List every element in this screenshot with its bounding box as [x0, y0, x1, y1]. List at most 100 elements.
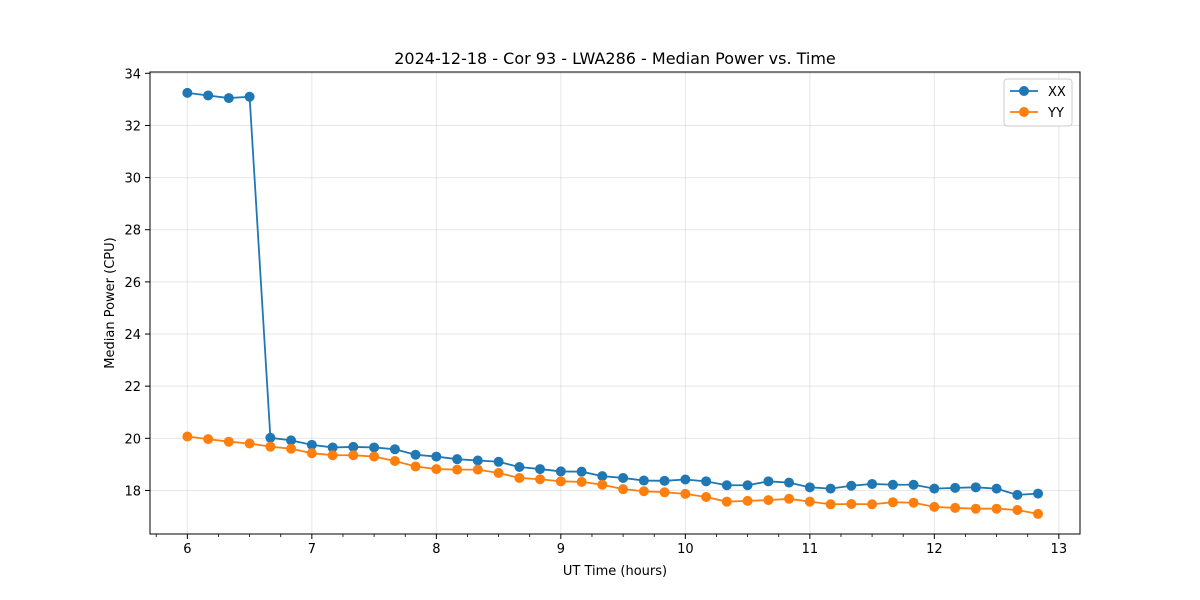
x-tick-label: 13	[1051, 542, 1068, 557]
series-xx-point	[576, 466, 587, 477]
series-yy-point	[784, 493, 795, 504]
series-yy-point	[1033, 508, 1044, 519]
series-yy-point	[970, 503, 981, 514]
x-tick-label: 6	[183, 542, 191, 557]
series-yy-point	[389, 455, 400, 466]
series-xx-point	[908, 479, 919, 490]
series-yy-point	[950, 502, 961, 513]
series-yy-point	[659, 487, 670, 498]
series-yy-point	[223, 436, 234, 447]
series-xx-point	[825, 483, 836, 494]
y-tick-label: 26	[124, 276, 141, 291]
series-xx-point	[618, 472, 629, 483]
series-yy-point	[908, 497, 919, 508]
x-axis-label: UT Time (hours)	[563, 564, 667, 579]
series-yy-point	[265, 441, 276, 452]
series-yy-point	[369, 451, 380, 462]
chart-title: 2024-12-18 - Cor 93 - LWA286 - Median Po…	[394, 49, 836, 68]
series-xx-point	[763, 476, 774, 487]
y-axis-label: Median Power (CPU)	[103, 237, 118, 368]
legend-xx-marker	[1019, 86, 1029, 96]
series-xx-point	[410, 449, 421, 460]
series-xx-point	[223, 93, 234, 104]
series-xx-point	[472, 455, 483, 466]
y-tick-label: 20	[124, 432, 141, 447]
x-tick-label: 10	[677, 542, 694, 557]
series-xx-point	[203, 90, 214, 101]
series-xx-point	[286, 435, 297, 446]
series-xx-point	[929, 483, 940, 494]
series-yy-point	[472, 464, 483, 475]
series-xx-point	[804, 482, 815, 493]
series-yy-point	[431, 464, 442, 475]
y-tick-label: 28	[124, 224, 141, 239]
series-yy-point	[742, 495, 753, 506]
series-xx-point	[431, 451, 442, 462]
series-yy-point	[991, 503, 1002, 514]
series-yy-point	[410, 461, 421, 472]
x-tick-label: 8	[432, 542, 440, 557]
y-tick-label: 34	[124, 67, 141, 82]
series-xx-point	[784, 477, 795, 488]
series-xx-point	[306, 439, 317, 450]
series-yy-point	[721, 496, 732, 507]
series-xx-point	[887, 479, 898, 490]
series-xx-point	[535, 464, 546, 475]
series-xx-point	[659, 475, 670, 486]
series-yy-point	[846, 499, 857, 510]
series-yy-point	[514, 472, 525, 483]
legend: XX YY	[1003, 78, 1073, 127]
series-yy-point	[306, 448, 317, 459]
series-xx-point	[327, 442, 338, 453]
y-tick-label: 18	[124, 484, 141, 499]
series-yy-point	[244, 438, 255, 449]
series-xx-point	[721, 480, 732, 491]
series-yy-point	[348, 450, 359, 461]
series-yy-point	[804, 496, 815, 507]
series-xx-point	[452, 454, 463, 465]
y-tick-label: 24	[124, 328, 141, 343]
series-xx-point	[389, 444, 400, 455]
series-xx-point	[493, 456, 504, 467]
series-yy-point	[535, 474, 546, 485]
series-xx-point	[597, 471, 608, 482]
series-xx-point	[846, 480, 857, 491]
series-yy-point	[182, 431, 193, 442]
series-yy-point	[638, 486, 649, 497]
legend-yy-marker	[1019, 107, 1029, 117]
y-tick-label: 30	[124, 172, 141, 187]
series-yy-point	[701, 491, 712, 502]
series-yy-point	[597, 479, 608, 490]
series-layer	[182, 87, 1044, 519]
series-yy-point	[887, 497, 898, 508]
x-tick-label: 11	[802, 542, 819, 557]
series-xx-point	[950, 482, 961, 493]
y-tick-label: 22	[124, 380, 141, 395]
y-tick-label: 32	[124, 119, 141, 134]
legend-yy-label: YY	[1047, 106, 1064, 121]
x-tick-label: 7	[308, 542, 316, 557]
series-xx-point	[369, 442, 380, 453]
series-xx-point	[555, 466, 566, 477]
series-xx-point	[1012, 489, 1023, 500]
series-yy-point	[680, 488, 691, 499]
series-xx-point	[514, 461, 525, 472]
series-xx-point	[991, 483, 1002, 494]
series-yy-point	[929, 501, 940, 512]
series-yy-point	[493, 467, 504, 478]
series-xx-point	[638, 475, 649, 486]
x-tick-label: 12	[926, 542, 943, 557]
series-xx-point	[742, 480, 753, 491]
plot-frame	[149, 71, 1081, 535]
grid	[150, 72, 1080, 534]
series-xx-point	[867, 478, 878, 489]
series-yy-point	[867, 499, 878, 510]
series-yy-point	[618, 484, 629, 495]
series-yy-point	[203, 434, 214, 445]
series-yy-point	[825, 499, 836, 510]
series-xx-point	[348, 441, 359, 452]
series-xx-point	[701, 476, 712, 487]
series-yy-point	[555, 476, 566, 487]
